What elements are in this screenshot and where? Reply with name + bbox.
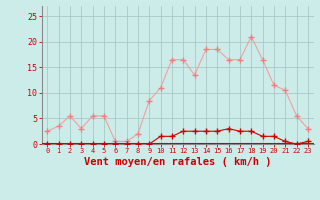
X-axis label: Vent moyen/en rafales ( km/h ): Vent moyen/en rafales ( km/h ) xyxy=(84,157,271,167)
